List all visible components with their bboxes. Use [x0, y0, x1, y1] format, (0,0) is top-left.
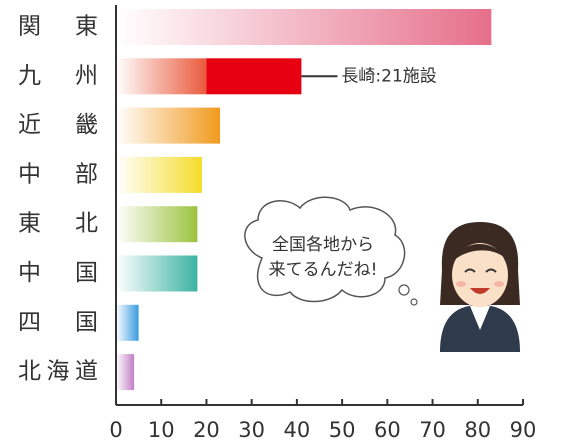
callout: 全国各地から 来てるんだね!	[245, 197, 417, 305]
category-label: 中部	[18, 161, 98, 187]
category-label: 四国	[18, 309, 98, 335]
callout-line: 来てるんだね!	[269, 260, 378, 280]
bar	[116, 157, 202, 193]
bar	[116, 256, 197, 292]
annotation-label: 長崎:21施設	[341, 66, 436, 86]
highlight-segment	[206, 58, 301, 94]
x-tick-label: 80	[464, 418, 491, 442]
category-label: 北海道	[18, 359, 98, 385]
cheek	[494, 281, 504, 287]
bar	[116, 305, 139, 341]
bar	[116, 58, 206, 94]
bar	[116, 108, 220, 144]
bubble-dot	[399, 285, 409, 295]
cheek	[456, 281, 466, 287]
x-tick-label: 60	[374, 418, 401, 442]
bar	[116, 206, 197, 242]
callout-line: 全国各地から	[272, 235, 374, 255]
category-label: 中国	[18, 260, 98, 286]
character	[440, 222, 520, 352]
x-tick-label: 40	[284, 418, 311, 442]
bar	[116, 354, 134, 390]
bar	[116, 9, 491, 45]
x-tick-label: 20	[193, 418, 220, 442]
page: 関東九州 長崎:21施設近畿中部東北中国四国北海道 0 10 20 30 40 50 60 70 8…	[0, 0, 563, 448]
chart: 関東九州 長崎:21施設近畿中部東北中国四国北海道 0 10 20 30 40 50 60 70 8…	[0, 0, 563, 444]
category-label: 東北	[18, 211, 98, 237]
x-tick-label: 90	[510, 418, 537, 442]
x-tick-label: 50	[329, 418, 356, 442]
category-label: 関東	[18, 14, 98, 40]
x-tick-label: 0	[109, 418, 122, 442]
x-tick-label: 70	[419, 418, 446, 442]
x-tick-label: 10	[148, 418, 175, 442]
category-label: 九州	[18, 63, 98, 89]
bubble-dot	[411, 299, 417, 305]
x-tick-label: 30	[238, 418, 265, 442]
category-label: 近畿	[18, 112, 98, 138]
